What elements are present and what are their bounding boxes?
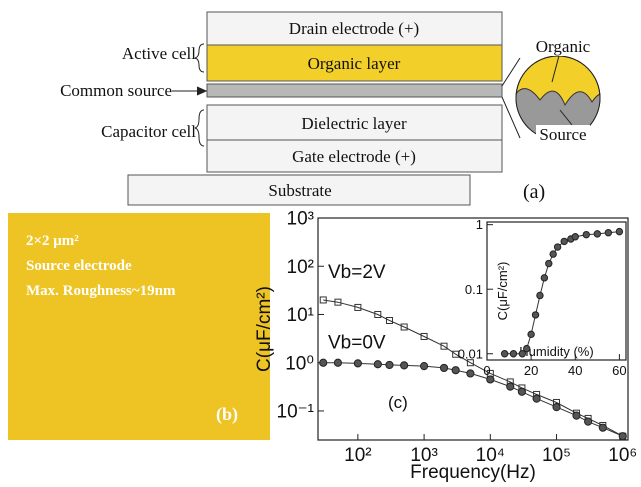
data-point — [532, 312, 538, 318]
x-tick-label: 10⁶ — [608, 445, 637, 466]
data-point — [528, 331, 534, 337]
data-point — [518, 388, 525, 395]
y-tick-label: 1 — [476, 217, 483, 232]
layer-label: Substrate — [268, 181, 331, 200]
image-caption: Source electrode — [26, 258, 132, 274]
x-tick-label: 40 — [568, 363, 582, 378]
y-tick-label: 10¹ — [287, 305, 314, 326]
x-tick-label: 60 — [612, 363, 626, 378]
data-point — [561, 238, 567, 244]
data-point — [510, 351, 516, 357]
data-point — [537, 292, 543, 298]
zoom-label: Organic — [536, 37, 591, 56]
data-point — [334, 359, 341, 366]
data-point — [320, 359, 327, 366]
data-point — [401, 362, 408, 369]
y-axis-label: C(μF/cm²) — [495, 262, 510, 321]
x-tick-label: 0 — [483, 363, 490, 378]
layer-stack — [128, 12, 502, 205]
x-tick-label: 10⁵ — [542, 445, 571, 466]
x-axis-label: Frequency(Hz) — [410, 462, 536, 483]
y-tick-label: 10⁰ — [285, 353, 314, 374]
data-point — [546, 260, 552, 266]
layer-label: Organic layer — [308, 54, 401, 73]
data-point — [501, 351, 507, 357]
image-caption: Max. Roughness~19nm — [26, 283, 176, 299]
y-tick-label: 10³ — [287, 209, 314, 230]
layer-label: Dielectric layer — [301, 114, 407, 133]
y-axis-label: C(μF/cm²) — [254, 286, 275, 372]
y-tick-label: 10² — [287, 257, 314, 278]
data-point — [585, 418, 592, 425]
data-point — [616, 228, 622, 234]
data-point — [572, 234, 578, 240]
data-point — [452, 367, 459, 374]
data-point — [594, 231, 600, 237]
series-label: Vb=0V — [328, 333, 386, 354]
annotation: (c) — [388, 393, 408, 412]
panel-label: (a) — [523, 181, 545, 203]
bracket-label: Active cell — [122, 44, 196, 63]
zoom-label: Source — [539, 125, 586, 144]
data-point — [599, 424, 606, 431]
layer-label: Gate electrode (+) — [292, 147, 416, 166]
y-tick-label: 10⁻¹ — [277, 402, 315, 423]
data-point — [507, 383, 514, 390]
data-point — [354, 360, 361, 367]
y-tick-label: 0.01 — [458, 346, 483, 361]
data-point — [554, 244, 560, 250]
data-point — [386, 361, 393, 368]
bracket-label: Capacitor cell — [101, 122, 196, 141]
data-point — [553, 404, 560, 411]
data-point — [583, 231, 589, 237]
data-point — [524, 345, 530, 351]
page: {"diagram":{"layers":["Drain electrode (… — [0, 0, 641, 487]
x-axis-label: Humidity (%) — [519, 344, 593, 359]
data-point — [573, 412, 580, 419]
data-point — [440, 364, 447, 371]
y-tick-label: 0.1 — [465, 282, 483, 297]
series-label: Vb=2V — [328, 262, 386, 283]
data-point — [605, 230, 611, 236]
data-point — [467, 370, 474, 377]
data-point — [541, 275, 547, 281]
figure: Drain electrode (+) Organic layer Dielec… — [0, 0, 641, 487]
panel-label: (b) — [216, 404, 238, 425]
layer-label: Drain electrode (+) — [289, 19, 419, 38]
x-tick-label: 10² — [344, 445, 371, 466]
data-point — [533, 395, 540, 402]
data-point — [374, 361, 381, 368]
image-caption: 2×2 μm² — [26, 233, 79, 249]
data-point — [619, 433, 626, 440]
data-point — [550, 251, 556, 257]
x-tick-label: 20 — [524, 363, 538, 378]
bracket-label: Common source — [60, 81, 172, 100]
data-point — [420, 363, 427, 370]
